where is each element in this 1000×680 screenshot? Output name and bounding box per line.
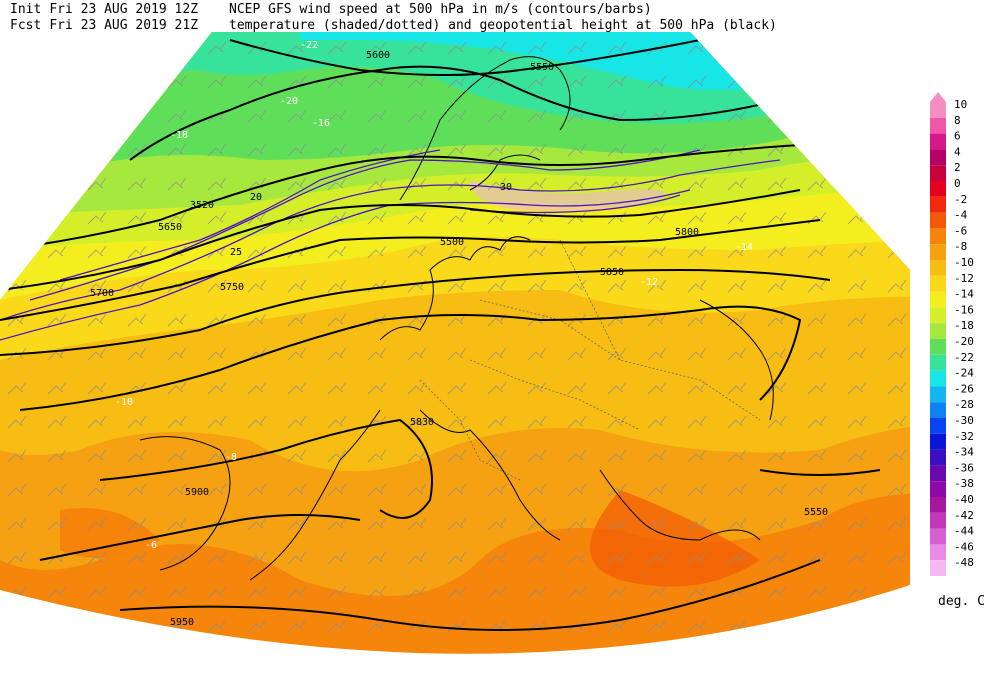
colorbar-swatch [930, 449, 946, 466]
colorbar-label: -6 [954, 224, 967, 237]
colorbar-swatch [930, 481, 946, 497]
colorbar-label: -26 [954, 382, 974, 395]
contour-value-label: 5900 [185, 487, 209, 498]
contour-value-label: 5830 [410, 417, 434, 428]
colorbar-label: -24 [954, 367, 974, 380]
contour-value-label: 30 [500, 182, 512, 193]
colorbar-swatch [930, 465, 946, 482]
height-contours [0, 39, 881, 631]
colorbar-label: -20 [954, 335, 974, 348]
init-label: Init Fri 23 AUG 2019 12Z [10, 2, 198, 17]
colorbar-swatch [930, 354, 946, 371]
colorbar-swatch [930, 228, 946, 245]
contour-value-label: -12 [640, 277, 658, 288]
colorbar-swatch [930, 528, 946, 545]
colorbar-swatch [930, 339, 946, 355]
colorbar-swatch [930, 497, 946, 513]
contour-value-label: 5550 [530, 62, 554, 73]
coastlines [139, 56, 774, 581]
colorbar-label: 2 [954, 161, 961, 174]
contour-value-label: 25 [230, 247, 242, 258]
colorbar-swatch [930, 323, 946, 339]
colorbar-label: -8 [954, 240, 967, 253]
colorbar-label: -16 [954, 303, 974, 316]
colorbar-swatch [930, 433, 946, 450]
contour-value-label: -18 [170, 130, 188, 141]
colorbar-label: -2 [954, 193, 967, 206]
colorbar-swatch [930, 181, 946, 197]
colorbar-top-arrow [930, 92, 946, 102]
colorbar-swatch [930, 291, 946, 308]
colorbar-swatch [930, 402, 946, 418]
contour-value-label: 5700 [90, 288, 114, 299]
colorbar-label: -18 [954, 319, 974, 332]
colorbar-label: -4 [954, 209, 968, 222]
contour-value-label: -14 [735, 242, 753, 253]
contour-value-label: 5950 [170, 617, 194, 628]
contour-value-label: 5650 [158, 222, 182, 233]
colorbar-swatch [930, 418, 946, 434]
colorbar-label: -22 [954, 351, 974, 364]
colorbar-swatch [930, 117, 946, 134]
colorbar-unit: deg. C [938, 594, 985, 609]
colorbar-label: -42 [954, 509, 974, 522]
colorbar-label: -12 [954, 272, 974, 285]
colorbar-swatch [930, 386, 946, 403]
colorbar-swatch [930, 149, 946, 166]
title-line-1: NCEP GFS wind speed at 500 hPa in m/s (c… [229, 2, 652, 17]
colorbar-label: -44 [954, 525, 974, 538]
colorbar-swatch [930, 196, 946, 213]
contour-value-label: 5850 [600, 267, 624, 278]
colorbar-label: -46 [954, 540, 974, 553]
contour-labels: 5600 5550 -22 -20 -18 -16 3520 5650 5750 5700 20 25… [90, 40, 828, 628]
colorbar-label: 10 [954, 98, 967, 111]
colorbar-label: -28 [954, 398, 974, 411]
country-borders [419, 239, 761, 481]
colorbar-label: -14 [954, 288, 974, 301]
colorbar-swatch [930, 544, 946, 561]
colorbar-label: 8 [954, 114, 961, 127]
colorbar-swatch [930, 165, 946, 181]
colorbar-label: 6 [954, 130, 961, 143]
contour-value-label: -10 [115, 397, 133, 408]
colorbar-label: -10 [954, 256, 974, 269]
contour-value-label: -20 [280, 96, 298, 107]
colorbar-label: -48 [954, 556, 974, 569]
colorbar-swatch [930, 102, 946, 118]
contour-value-label: 5550 [804, 507, 828, 518]
colorbar-label: 0 [954, 177, 961, 190]
colorbar-label: 4 [954, 145, 961, 158]
colorbar-swatch [930, 512, 946, 529]
colorbar-label: -40 [954, 493, 974, 506]
colorbar-swatch [930, 370, 946, 387]
contour-value-label: -22 [300, 40, 318, 51]
contour-value-label: 3520 [190, 200, 214, 211]
contour-value-label: 20 [250, 192, 262, 203]
contour-value-label: -8 [225, 452, 237, 463]
colorbar-swatch [930, 244, 946, 260]
colorbar-label: -34 [954, 446, 974, 459]
colorbar-swatch [930, 307, 946, 324]
contour-value-label: 5800 [675, 227, 699, 238]
contour-value-label: -6 [145, 540, 157, 551]
colorbar-label: -38 [954, 477, 974, 490]
colorbar-label: -32 [954, 430, 974, 443]
colorbar-label: -30 [954, 414, 974, 427]
colorbar-label: -36 [954, 461, 974, 474]
colorbar-swatch [930, 275, 946, 292]
contour-value-label: 5600 [366, 50, 390, 61]
colorbar: 10 8 6 4 2 0 -2 -4 -6 -8 -10 -12 -14 -16 -18 -20 -22 -24 -… [930, 92, 974, 576]
fcst-label: Fcst Fri 23 AUG 2019 21Z [10, 18, 198, 33]
colorbar-swatch [930, 260, 946, 276]
colorbar-swatch [930, 560, 946, 576]
colorbar-swatch [930, 133, 946, 150]
contour-value-label: 5750 [220, 282, 244, 293]
colorbar-swatch [930, 212, 946, 229]
contour-value-label: 5500 [440, 237, 464, 248]
title-line-2: temperature (shaded/dotted) and geopoten… [229, 18, 777, 33]
contour-value-label: -16 [312, 118, 330, 129]
